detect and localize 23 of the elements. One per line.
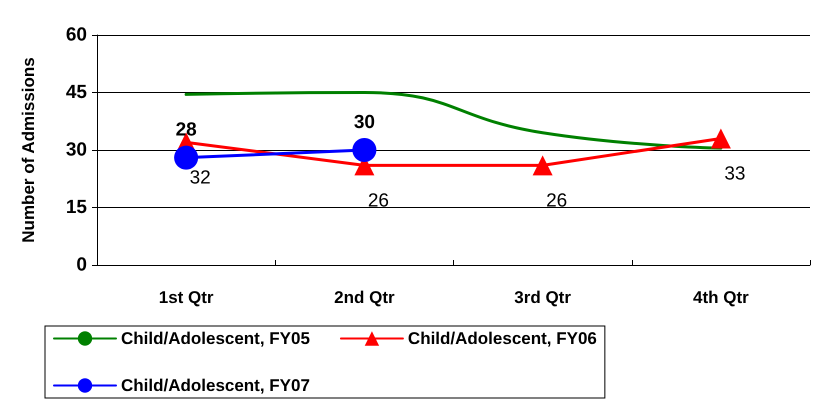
y-tick-label: 0 xyxy=(76,254,87,276)
legend-label: Child/Adolescent, FY05 xyxy=(121,329,310,348)
point xyxy=(174,146,198,170)
point xyxy=(710,128,731,148)
x-tick-label: 2nd Qtr xyxy=(334,288,395,307)
y-tick-label: 30 xyxy=(66,140,87,160)
data-label: 28 xyxy=(176,120,197,141)
y-axis-title: Number of Admissions xyxy=(19,57,38,243)
y-tick-label: 45 xyxy=(66,82,88,103)
legend-label: Child/Adolescent, FY06 xyxy=(408,329,597,348)
data-label: 30 xyxy=(354,112,375,133)
x-tick-label: 4th Qtr xyxy=(693,288,750,307)
legend-label: Child/Adolescent, FY07 xyxy=(121,376,310,395)
data-label: 32 xyxy=(190,167,211,188)
data-label: 33 xyxy=(724,164,746,184)
point xyxy=(532,155,553,176)
point xyxy=(352,138,376,162)
y-tick-label: 15 xyxy=(66,197,88,218)
data-label: 26 xyxy=(546,190,568,212)
data-label: 26 xyxy=(368,190,389,212)
y-tick-label: 60 xyxy=(66,24,87,46)
x-tick-label: 3rd Qtr xyxy=(514,288,572,307)
x-tick-label: 1st Qtr xyxy=(158,288,214,307)
